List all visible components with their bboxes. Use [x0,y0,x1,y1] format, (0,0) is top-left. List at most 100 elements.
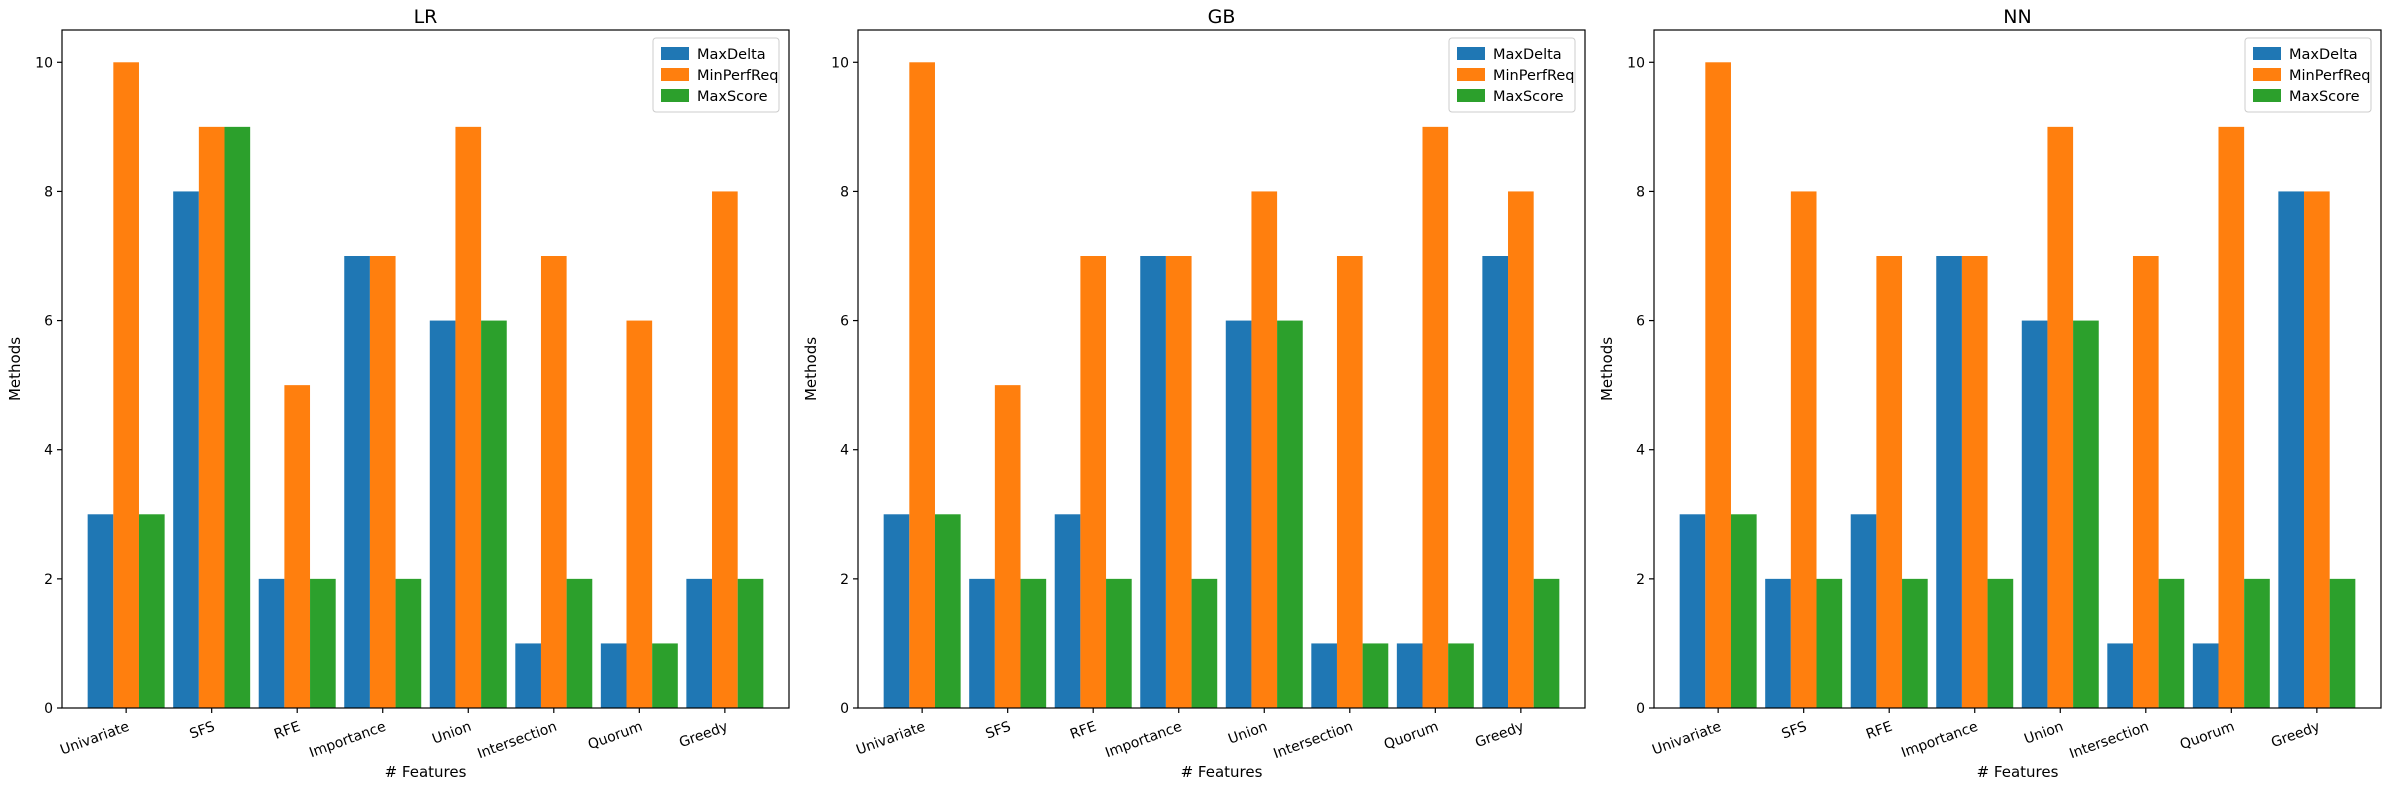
bar-minperfreq-rfe [1080,256,1107,708]
legend-swatch-maxdelta [661,47,689,60]
bar-maxscore-intersection [566,578,593,708]
bar-maxscore-rfe [310,578,336,708]
x-tick-label-greedy: Greedy [2269,719,2322,751]
bar-maxdelta-greedy [686,578,713,708]
legend-swatch-maxscore [1457,89,1485,102]
x-tick-label-univariate: Univariate [1650,719,1723,759]
bar-minperfreq-univariate [113,62,139,709]
subplot-title: LR [414,6,438,28]
y-tick-label: 10 [1627,55,1645,71]
bar-maxscore-greedy [737,578,764,708]
x-axis-label: # Features [1977,763,2059,781]
y-tick-label: 6 [44,314,53,330]
legend-swatch-minperfreq [661,68,689,81]
bar-maxdelta-univariate [883,514,910,708]
axes-frame [857,29,1586,709]
bar-minperfreq-importance [1961,256,1988,708]
y-tick-label: 2 [1636,572,1645,588]
bar-minperfreq-sfs [198,126,225,709]
subplot-lr: 0 2 4 6 8 10 Univariate SFS RFE Importance Union In… [6,6,790,781]
y-tick-label: 4 [44,443,53,459]
bar-minperfreq-greedy [2304,191,2330,708]
legend-label-maxdelta: MaxDelta [1493,47,1562,63]
x-axis-label: # Features [1181,763,1263,781]
bar-maxscore-union [2073,320,2099,708]
x-tick-label-rfe: RFE [1068,719,1099,743]
legend-label-maxscore: MaxScore [2289,89,2360,105]
x-tick-label-union: Union [1226,719,1269,748]
y-axis-label: Methods [6,337,24,401]
bar-maxdelta-union [429,320,456,708]
subplot-nn: 0 2 4 6 8 10 Univariate SFS RFE Importance Union In… [1598,6,2382,781]
legend-label-maxscore: MaxScore [697,89,768,105]
x-tick-label-sfs: SFS [984,719,1014,743]
axes-frame [1653,29,2382,709]
legend: MaxDelta MinPerfReq MaxScore [652,37,780,113]
bar-maxscore-quorum [2244,578,2270,708]
x-tick-label-importance: Importance [307,719,388,761]
x-tick-label-intersection: Intersection [2067,719,2151,763]
x-tick-label-quorum: Quorum [1382,719,1441,753]
bar-maxdelta-quorum [1396,643,1423,708]
x-tick-label-univariate: Univariate [854,719,927,759]
subplot-title: NN [2003,6,2031,28]
legend-label-maxdelta: MaxDelta [2289,47,2358,63]
x-tick-label-greedy: Greedy [1473,719,1526,751]
bar-maxdelta-sfs [173,191,199,708]
subplot-gb: 0 2 4 6 8 10 Univariate SFS RFE Importance Union In… [802,6,1586,781]
bar-maxdelta-sfs [1765,578,1791,708]
bar-maxdelta-intersection [515,643,541,708]
x-axis-label: # Features [385,763,467,781]
x-tick-label-importance: Importance [1899,719,1980,761]
bar-minperfreq-union [1251,191,1278,708]
bar-maxscore-univariate [138,514,165,708]
legend-swatch-minperfreq [2253,68,2281,81]
bar-maxscore-importance [1987,578,2014,708]
bar-maxscore-intersection [1362,643,1389,708]
y-tick-label: 8 [1636,184,1645,200]
bar-maxscore-importance [395,578,422,708]
y-tick-label: 0 [44,701,53,717]
bar-maxscore-univariate [934,514,961,708]
bar-maxdelta-quorum [600,643,627,708]
x-tick-label-rfe: RFE [272,719,303,743]
bar-maxscore-sfs [224,126,251,709]
bar-maxdelta-importance [344,256,370,708]
legend-swatch-maxscore [2253,89,2281,102]
bar-maxdelta-rfe [258,578,285,708]
bar-maxscore-intersection [2158,578,2185,708]
subplot-title: GB [1208,6,1236,28]
bar-minperfreq-quorum [2218,126,2245,709]
bar-maxdelta-univariate [1679,514,1706,708]
bar-maxscore-union [1277,320,1303,708]
x-tick-label-sfs: SFS [1780,719,1810,743]
y-tick-label: 0 [840,701,849,717]
bar-maxdelta-importance [1140,256,1166,708]
x-tick-label-union: Union [430,719,473,748]
x-tick-label-quorum: Quorum [586,719,645,753]
x-tick-label-union: Union [2022,719,2065,748]
legend: MaxDelta MinPerfReq MaxScore [1448,37,1576,113]
y-tick-label: 4 [840,443,849,459]
bar-maxscore-union [481,320,507,708]
bar-minperfreq-rfe [1876,256,1903,708]
y-tick-label: 8 [840,184,849,200]
bar-maxdelta-intersection [1311,643,1337,708]
bar-maxdelta-greedy [1482,256,1509,708]
y-tick-label: 6 [840,314,849,330]
bar-maxdelta-greedy [2278,191,2305,708]
y-tick-label: 10 [35,55,53,71]
bar-minperfreq-rfe [284,385,311,708]
bar-maxdelta-rfe [1850,514,1877,708]
bar-maxscore-rfe [1902,578,1928,708]
bar-maxdelta-importance [1936,256,1962,708]
bar-minperfreq-univariate [1705,62,1731,709]
y-axis-label: Methods [1598,337,1616,401]
legend-label-minperfreq: MinPerfReq [2289,68,2371,84]
y-tick-label: 6 [1636,314,1645,330]
bar-maxdelta-quorum [2192,643,2219,708]
bar-minperfreq-union [2047,126,2074,709]
bar-maxdelta-sfs [969,578,995,708]
bar-maxscore-univariate [1730,514,1757,708]
